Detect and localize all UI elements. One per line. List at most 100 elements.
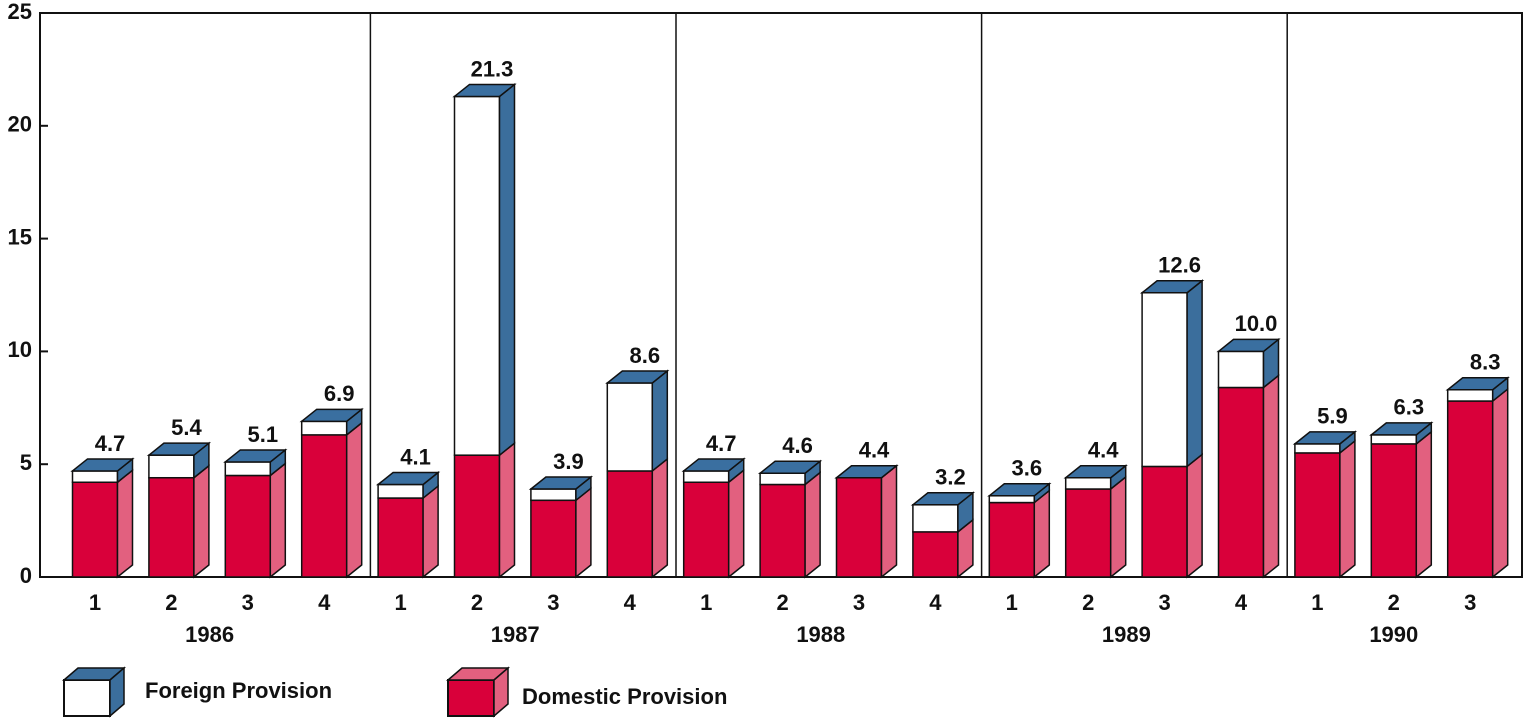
bar-segment <box>224 474 272 578</box>
legend-swatch <box>447 679 495 717</box>
x-tick-label: 3 <box>547 590 559 615</box>
y-tick-label: 5 <box>20 450 32 475</box>
bar-side <box>422 484 439 579</box>
bar-side <box>345 421 363 579</box>
legend-swatch <box>63 679 111 717</box>
bar-side <box>1262 373 1280 579</box>
bar-side <box>1186 279 1203 469</box>
x-tick-label: 3 <box>853 590 865 615</box>
bar-segment <box>530 488 577 502</box>
x-tick-label: 3 <box>1464 590 1476 615</box>
bar-segment <box>759 472 806 486</box>
bar-top <box>1139 279 1205 294</box>
bar-segment <box>1370 443 1418 578</box>
bar-segment <box>835 476 883 578</box>
bar-segment <box>377 483 424 499</box>
data-label: 4.4 <box>859 438 890 463</box>
bar-top <box>681 458 746 472</box>
bar-segment <box>224 461 272 477</box>
bar-top <box>452 83 517 98</box>
data-label: 4.1 <box>400 444 431 469</box>
y-tick-label: 25 <box>8 0 32 24</box>
group-label: 1988 <box>796 622 845 647</box>
bar-side <box>880 464 898 579</box>
bar-top <box>987 483 1052 497</box>
data-label: 6.3 <box>1394 395 1425 420</box>
bar-top <box>299 408 364 423</box>
bar-segment <box>606 470 654 578</box>
x-tick-label: 1 <box>394 590 406 615</box>
bar-segment <box>1217 386 1265 578</box>
x-tick-label: 2 <box>165 590 177 615</box>
bar-segment <box>912 531 959 578</box>
legend-swatch-side <box>493 666 509 718</box>
bar-segment <box>759 483 806 578</box>
bar-segment <box>148 476 195 578</box>
bar-segment <box>1217 350 1265 389</box>
bar-top <box>528 476 594 490</box>
data-label: 3.6 <box>1012 456 1043 481</box>
data-label: 4.6 <box>782 433 813 458</box>
bar-side <box>1109 475 1127 579</box>
bar-top <box>757 460 823 474</box>
bar-segment <box>530 499 577 578</box>
x-tick-label: 4 <box>624 590 637 615</box>
data-label: 4.7 <box>95 431 126 456</box>
x-tick-label: 1 <box>89 590 101 615</box>
x-tick-label: 2 <box>471 590 483 615</box>
group-label: 1989 <box>1102 622 1151 647</box>
bar-segment <box>912 504 959 533</box>
bar-top <box>1369 422 1434 436</box>
bar-top <box>1063 464 1128 479</box>
bar-side <box>269 461 287 579</box>
group-label: 1990 <box>1369 622 1418 647</box>
bar-top <box>605 370 670 384</box>
legend-label: Domestic Provision <box>522 684 727 709</box>
data-label: 4.4 <box>1088 438 1119 463</box>
bar-segment <box>1064 476 1112 490</box>
bar-segment <box>300 434 348 578</box>
group-label: 1987 <box>491 622 540 647</box>
data-label: 12.6 <box>1158 253 1201 278</box>
bar-segment <box>71 481 119 578</box>
data-label: 5.1 <box>248 422 279 447</box>
y-tick-label: 10 <box>8 337 32 362</box>
bar-side <box>651 369 669 473</box>
x-tick-label: 2 <box>776 590 788 615</box>
bar-segment <box>1370 434 1418 445</box>
x-tick-label: 2 <box>1082 590 1094 615</box>
bar-segment <box>453 454 501 578</box>
data-label: 10.0 <box>1235 311 1278 336</box>
bar-side <box>498 82 516 457</box>
bar-side <box>1415 430 1433 579</box>
bar-segment <box>71 470 119 483</box>
bar-top <box>1292 431 1358 445</box>
legend-swatch-side <box>109 666 125 718</box>
data-label: 21.3 <box>471 56 514 81</box>
bar-side <box>727 468 745 579</box>
bar-segment <box>300 420 348 436</box>
x-tick-label: 1 <box>1311 590 1323 615</box>
y-tick-label: 15 <box>8 224 32 249</box>
bar-top <box>223 449 288 463</box>
bar-segment <box>1294 443 1341 454</box>
bar-side <box>498 441 516 579</box>
group-label: 1986 <box>185 622 234 647</box>
bar-top <box>375 471 441 486</box>
data-label: 3.9 <box>553 449 584 474</box>
bar-side <box>1491 387 1509 579</box>
bar-side <box>193 464 210 579</box>
bar-top <box>70 458 135 472</box>
bar-top <box>1216 338 1281 353</box>
x-tick-label: 4 <box>929 590 942 615</box>
x-tick-label: 4 <box>318 590 331 615</box>
bar-top <box>910 492 976 506</box>
data-label: 6.9 <box>324 381 355 406</box>
bar-side <box>1186 452 1203 579</box>
bar-segment <box>988 495 1036 504</box>
bar-side <box>116 468 134 579</box>
legend-label: Foreign Provision <box>145 678 332 703</box>
bar-segment <box>1141 465 1188 578</box>
bar-side <box>804 470 821 579</box>
